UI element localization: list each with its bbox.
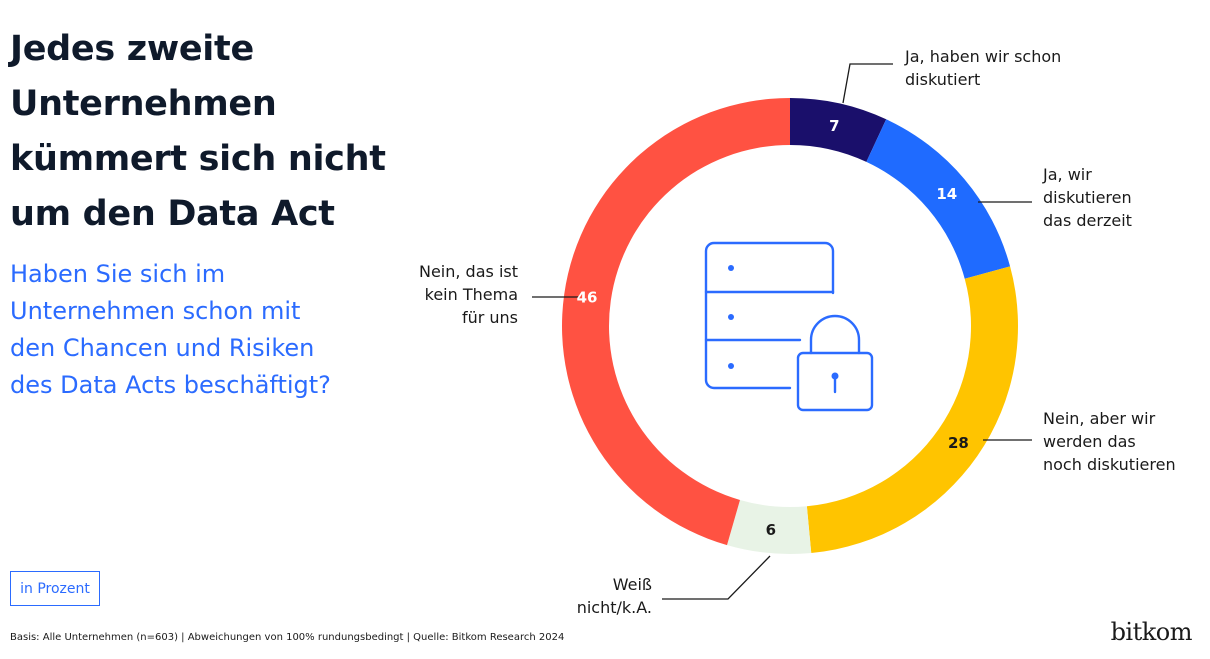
label-line: diskutieren [1043,188,1132,207]
slice-category-label: Nein, das ist kein Thema für uns [419,262,518,327]
headline: Jedes zweite Unternehmen kümmert sich ni… [10,22,440,242]
slice-category-label: Weiß nicht/k.A. [577,575,652,617]
leader-line [842,63,893,104]
slice-value-label: 6 [766,521,776,539]
question-line: Unternehmen schon mit [10,297,301,325]
label-line: kein Thema [425,285,518,304]
slice-value-label: 14 [936,185,957,203]
category-labels: Ja, haben wir schon diskutiert Ja, wir disk… [419,47,1176,617]
donut-slice [562,98,790,546]
server-lock-icon [704,241,874,412]
unit-label: in Prozent [10,571,100,606]
label-line: Nein, aber wir [1043,409,1156,428]
label-line: werden das [1043,432,1136,451]
value-labels: 7 14 28 6 46 [577,117,969,539]
label-line: Ja, haben wir schon [904,47,1061,66]
donut-slice [866,119,1011,279]
slice-category-label: Ja, wir diskutieren das derzeit [1042,165,1132,230]
label-line: nicht/k.A. [577,598,652,617]
headline-line: kümmert sich nicht [10,139,386,179]
slice-value-label: 46 [577,288,598,306]
question-line: Haben Sie sich im [10,260,226,288]
donut-slice [727,499,812,554]
survey-question: Haben Sie sich im Unternehmen schon mit … [10,256,390,404]
slice-category-label: Ja, haben wir schon diskutiert [904,47,1061,89]
label-line: Nein, das ist [419,262,518,281]
headline-line: Jedes zweite [10,29,254,69]
leader-lines [532,63,1032,600]
label-line: das derzeit [1043,211,1132,230]
footnote: Basis: Alle Unternehmen (n=603) | Abweic… [10,632,565,643]
label-line: für uns [462,308,518,327]
label-line: noch diskutieren [1043,455,1176,474]
slice-value-label: 28 [948,434,969,452]
headline-line: um den Data Act [10,194,335,234]
leader-line [662,555,771,600]
slice-category-label: Nein, aber wir werden das noch diskutieren [1043,409,1176,474]
donut-slice [806,266,1018,554]
label-line: Ja, wir [1042,165,1092,184]
label-line: diskutiert [905,70,980,89]
slice-value-label: 7 [829,117,839,135]
question-line: des Data Acts beschäftigt? [10,371,331,399]
question-line: den Chancen und Risiken [10,334,315,362]
label-line: Weiß [613,575,652,594]
donut-slices [562,98,1018,554]
donut-slice [790,98,887,162]
bitkom-logo: bitkom [1110,618,1193,646]
headline-line: Unternehmen [10,84,277,124]
